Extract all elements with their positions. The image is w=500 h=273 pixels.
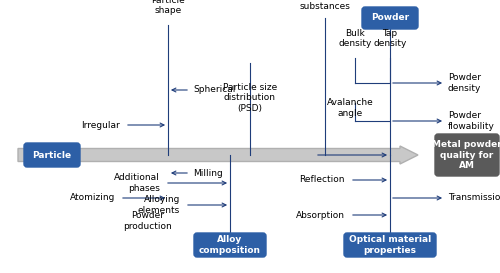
Text: Bulk
density: Bulk density — [338, 29, 372, 48]
Text: Powder
production: Powder production — [124, 211, 172, 231]
Text: Additional
phases: Additional phases — [114, 173, 160, 193]
Text: Alloy
composition: Alloy composition — [199, 235, 261, 255]
Text: Tap
density: Tap density — [374, 29, 406, 48]
Text: Atomizing: Atomizing — [70, 194, 115, 203]
Text: Alloying
elements: Alloying elements — [138, 195, 180, 215]
Text: Powder
density: Powder density — [448, 73, 482, 93]
Text: Reflection: Reflection — [300, 176, 345, 185]
Text: Irregular: Irregular — [81, 120, 120, 129]
Text: Particle: Particle — [32, 150, 72, 159]
FancyBboxPatch shape — [344, 233, 436, 257]
Text: Surface active
substances: Surface active substances — [292, 0, 358, 11]
FancyArrow shape — [18, 146, 418, 164]
FancyBboxPatch shape — [362, 7, 418, 29]
Text: Powder: Powder — [371, 13, 409, 22]
FancyBboxPatch shape — [435, 134, 499, 176]
Text: Milling: Milling — [193, 168, 223, 177]
FancyBboxPatch shape — [194, 233, 266, 257]
Text: Powder
flowability: Powder flowability — [448, 111, 495, 131]
Text: Transmission: Transmission — [448, 194, 500, 203]
Text: Spherical: Spherical — [193, 85, 236, 94]
Text: Absorption: Absorption — [296, 210, 345, 219]
Text: Particle size
distribution
(PSD): Particle size distribution (PSD) — [223, 83, 277, 113]
Text: Avalanche
angle: Avalanche angle — [326, 98, 374, 118]
Text: Particle
shape: Particle shape — [151, 0, 185, 15]
Text: Optical material
properties: Optical material properties — [349, 235, 431, 255]
Text: Metal powder
quality for
AM: Metal powder quality for AM — [432, 140, 500, 170]
FancyBboxPatch shape — [24, 143, 80, 167]
